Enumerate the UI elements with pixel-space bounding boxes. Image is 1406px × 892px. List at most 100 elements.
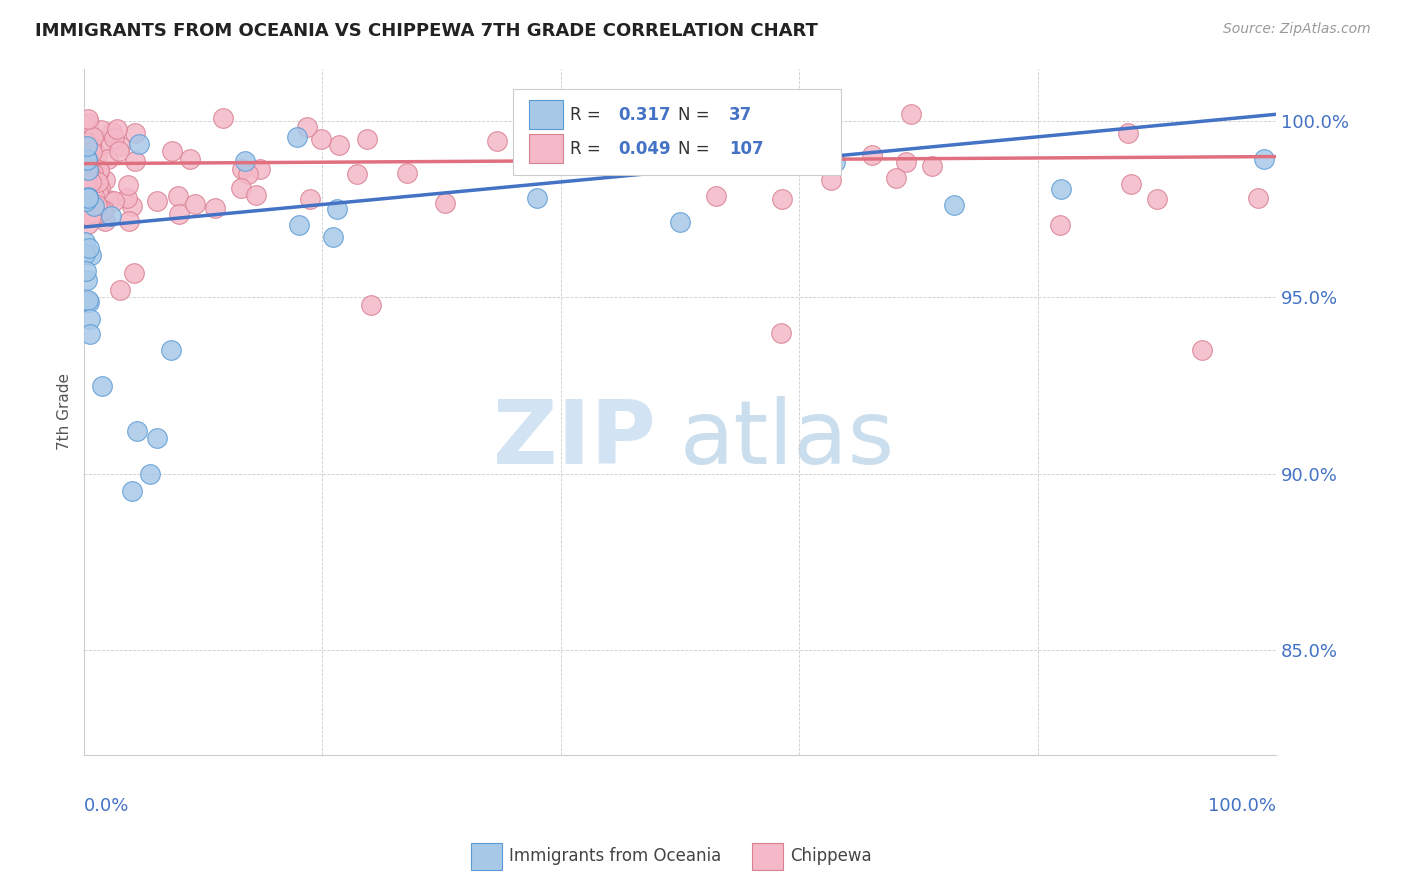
Text: N =: N = xyxy=(678,140,714,158)
Point xyxy=(704,189,727,203)
Point xyxy=(146,431,169,445)
Point xyxy=(73,196,96,211)
Point xyxy=(77,112,100,126)
Point xyxy=(82,140,104,154)
Point xyxy=(894,154,917,169)
Text: 0.049: 0.049 xyxy=(619,140,671,158)
Point xyxy=(231,162,253,177)
Point xyxy=(76,152,98,166)
Point xyxy=(73,153,96,167)
Point xyxy=(73,235,96,250)
Text: 0.317: 0.317 xyxy=(619,105,671,123)
Point xyxy=(1146,192,1168,206)
Point xyxy=(77,217,100,231)
Point xyxy=(73,193,96,207)
Text: R =: R = xyxy=(571,140,606,158)
Y-axis label: 7th Grade: 7th Grade xyxy=(58,374,72,450)
Point xyxy=(82,145,104,159)
Point xyxy=(396,166,419,180)
Point xyxy=(824,155,846,169)
Point xyxy=(146,194,169,208)
FancyBboxPatch shape xyxy=(513,89,841,175)
Point xyxy=(76,153,98,168)
Point xyxy=(79,167,101,181)
Text: Chippewa: Chippewa xyxy=(790,847,872,865)
Point xyxy=(76,120,98,134)
Point xyxy=(76,161,98,176)
Point xyxy=(211,111,233,125)
Point xyxy=(486,134,509,148)
Text: 0.0%: 0.0% xyxy=(84,797,129,814)
Point xyxy=(75,178,97,192)
Point xyxy=(73,180,96,194)
Point xyxy=(82,129,104,144)
Point xyxy=(90,378,112,392)
Point xyxy=(107,122,129,136)
Point xyxy=(184,197,207,211)
Point xyxy=(80,211,103,225)
Point xyxy=(167,207,190,221)
Point xyxy=(860,148,883,162)
Text: Source: ZipAtlas.com: Source: ZipAtlas.com xyxy=(1223,22,1371,37)
Point xyxy=(75,178,97,192)
Point xyxy=(103,130,125,145)
Point xyxy=(76,177,98,191)
Point xyxy=(77,162,100,177)
Point xyxy=(77,152,100,166)
Point xyxy=(122,266,145,280)
Point xyxy=(89,181,111,195)
Point xyxy=(87,185,110,199)
Point xyxy=(82,205,104,219)
Point xyxy=(73,159,96,173)
Point xyxy=(128,137,150,152)
Point xyxy=(80,138,103,153)
Point xyxy=(86,148,108,162)
Text: atlas: atlas xyxy=(681,396,896,483)
Point xyxy=(288,218,311,232)
FancyBboxPatch shape xyxy=(529,100,564,129)
Point xyxy=(1116,126,1139,140)
Point xyxy=(231,180,253,194)
Point xyxy=(238,167,260,181)
Bar xyxy=(471,843,502,870)
Point xyxy=(117,178,139,193)
Point xyxy=(328,137,350,152)
Point xyxy=(75,194,97,209)
Point xyxy=(76,172,98,186)
Point xyxy=(107,144,129,158)
Point xyxy=(160,343,183,358)
Point xyxy=(108,138,131,153)
Point xyxy=(121,484,143,499)
Point xyxy=(75,247,97,261)
Point xyxy=(295,120,318,135)
Point xyxy=(80,248,103,262)
Point xyxy=(82,166,104,180)
Point xyxy=(73,171,96,186)
Point xyxy=(166,189,188,203)
Point xyxy=(356,132,378,146)
Point xyxy=(1121,178,1143,192)
Point xyxy=(75,194,97,209)
Point xyxy=(90,204,112,219)
Point xyxy=(434,196,457,211)
Point xyxy=(124,126,146,140)
Point xyxy=(245,187,267,202)
Point xyxy=(77,295,100,310)
Text: N =: N = xyxy=(678,105,714,123)
Point xyxy=(326,202,349,216)
Point xyxy=(93,203,115,218)
Point xyxy=(1253,152,1275,166)
Point xyxy=(86,198,108,212)
Point xyxy=(311,132,333,146)
Point xyxy=(526,191,548,205)
Point xyxy=(121,199,143,213)
Point xyxy=(160,144,183,158)
Point xyxy=(77,148,100,162)
Point xyxy=(79,199,101,213)
Point xyxy=(233,153,256,168)
Point xyxy=(91,136,114,151)
Point xyxy=(87,164,110,178)
Point xyxy=(285,130,308,145)
Point xyxy=(76,163,98,178)
Text: IMMIGRANTS FROM OCEANIA VS CHIPPEWA 7TH GRADE CORRELATION CHART: IMMIGRANTS FROM OCEANIA VS CHIPPEWA 7TH … xyxy=(35,22,818,40)
